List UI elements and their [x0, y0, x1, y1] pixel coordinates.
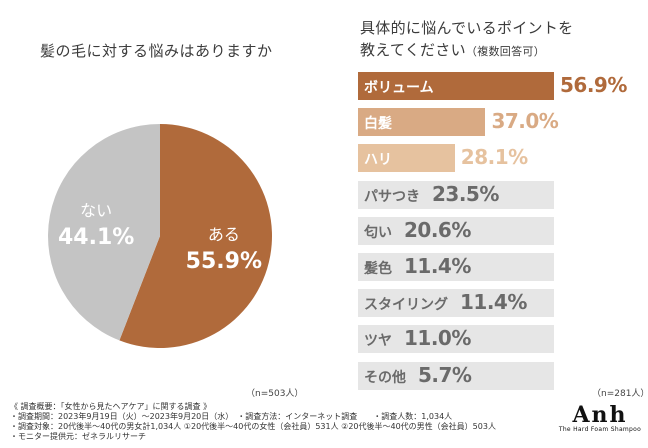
bar-value-label: 20.6% [404, 217, 471, 242]
bar-category-label: ツヤ [364, 333, 392, 350]
bar-title-line2: 教えてください（複数回答可） [360, 41, 546, 59]
survey-summary: 《 調査概要：「女性から見たヘアケア」に関する調査 》 ・調査期間：2023年9… [10, 402, 496, 442]
pie-slice-value: 55.9% [186, 249, 262, 274]
pie-slice-label: ある [208, 225, 240, 244]
bar-track: 髪色 [358, 253, 554, 281]
pie-slice-label: ない [80, 201, 112, 220]
bar-track: ハリ [358, 144, 554, 173]
bar-track: ボリューム [358, 72, 554, 100]
bar-sample-size: （n=281人） [592, 389, 648, 399]
bar-category-label: スタイリング [364, 297, 448, 314]
bar-value-label: 11.0% [404, 326, 471, 351]
bar-category-label: その他 [364, 369, 406, 386]
bar-value-label: 11.4% [404, 254, 471, 278]
brand-logo-text: Anh [572, 402, 628, 428]
pie-sample-size: （n=503人） [246, 389, 304, 399]
bar-value-label: 11.4% [460, 290, 527, 315]
bar [358, 108, 486, 137]
bar-value-label: 56.9% [560, 73, 627, 97]
bar [358, 144, 455, 173]
bar-category-label: 匂い [364, 224, 392, 241]
bar-category-label: 白髪 [364, 116, 392, 133]
brand-logo-tagline: The Hard Foam Shampoo [558, 426, 642, 433]
bar-value-label: 5.7% [418, 362, 472, 387]
bar-title-line1: 具体的に悩んでいるポイントを [360, 19, 574, 37]
survey-line-4: ・モニター提供元：ゼネラルリサーチ [10, 432, 146, 441]
pie-slice-no [47, 124, 160, 341]
bar [358, 72, 554, 100]
bar-track: その他 [358, 361, 554, 390]
brand-logo: Anh The Hard Foam Shampoo [556, 404, 644, 433]
bar-track: パサつき [358, 180, 554, 209]
bar-track: スタイリング [358, 289, 554, 318]
bar-value-label: 37.0% [491, 109, 559, 134]
bar-category-label: ハリ [364, 152, 392, 169]
bar-category-label: ボリューム [364, 80, 434, 96]
bar-chart-title: 具体的に悩んでいるポイントを 教えてください（複数回答可） [360, 17, 573, 63]
bar-value-label: 28.1% [460, 145, 528, 170]
bar-track: ツヤ [358, 325, 554, 354]
bar-category-label: パサつき [364, 188, 420, 205]
bar-value-label: 23.5% [432, 181, 499, 206]
pie-slice-yes [119, 124, 272, 349]
survey-line-1: 《 調査概要：「女性から見たヘアケア」に関する調査 》 [10, 402, 212, 411]
bar-title-note: （複数回答可） [465, 45, 546, 58]
pie-chart-title: 髪の毛に対する悩みはありますか [40, 42, 273, 60]
bar-track: 白髪 [358, 108, 554, 137]
survey-line-2: ・調査期間：2023年9月19日（火）〜2023年9月20日（水） ・調査方法：… [10, 412, 453, 421]
bar-track: 匂い [358, 216, 554, 245]
pie-slice-value: 44.1% [58, 225, 134, 250]
bar-category-label: 髪色 [364, 261, 392, 277]
survey-line-3: ・調査対象：20代後半〜40代の男女計1,034人 ①20代後半〜40代の女性（… [10, 422, 496, 431]
